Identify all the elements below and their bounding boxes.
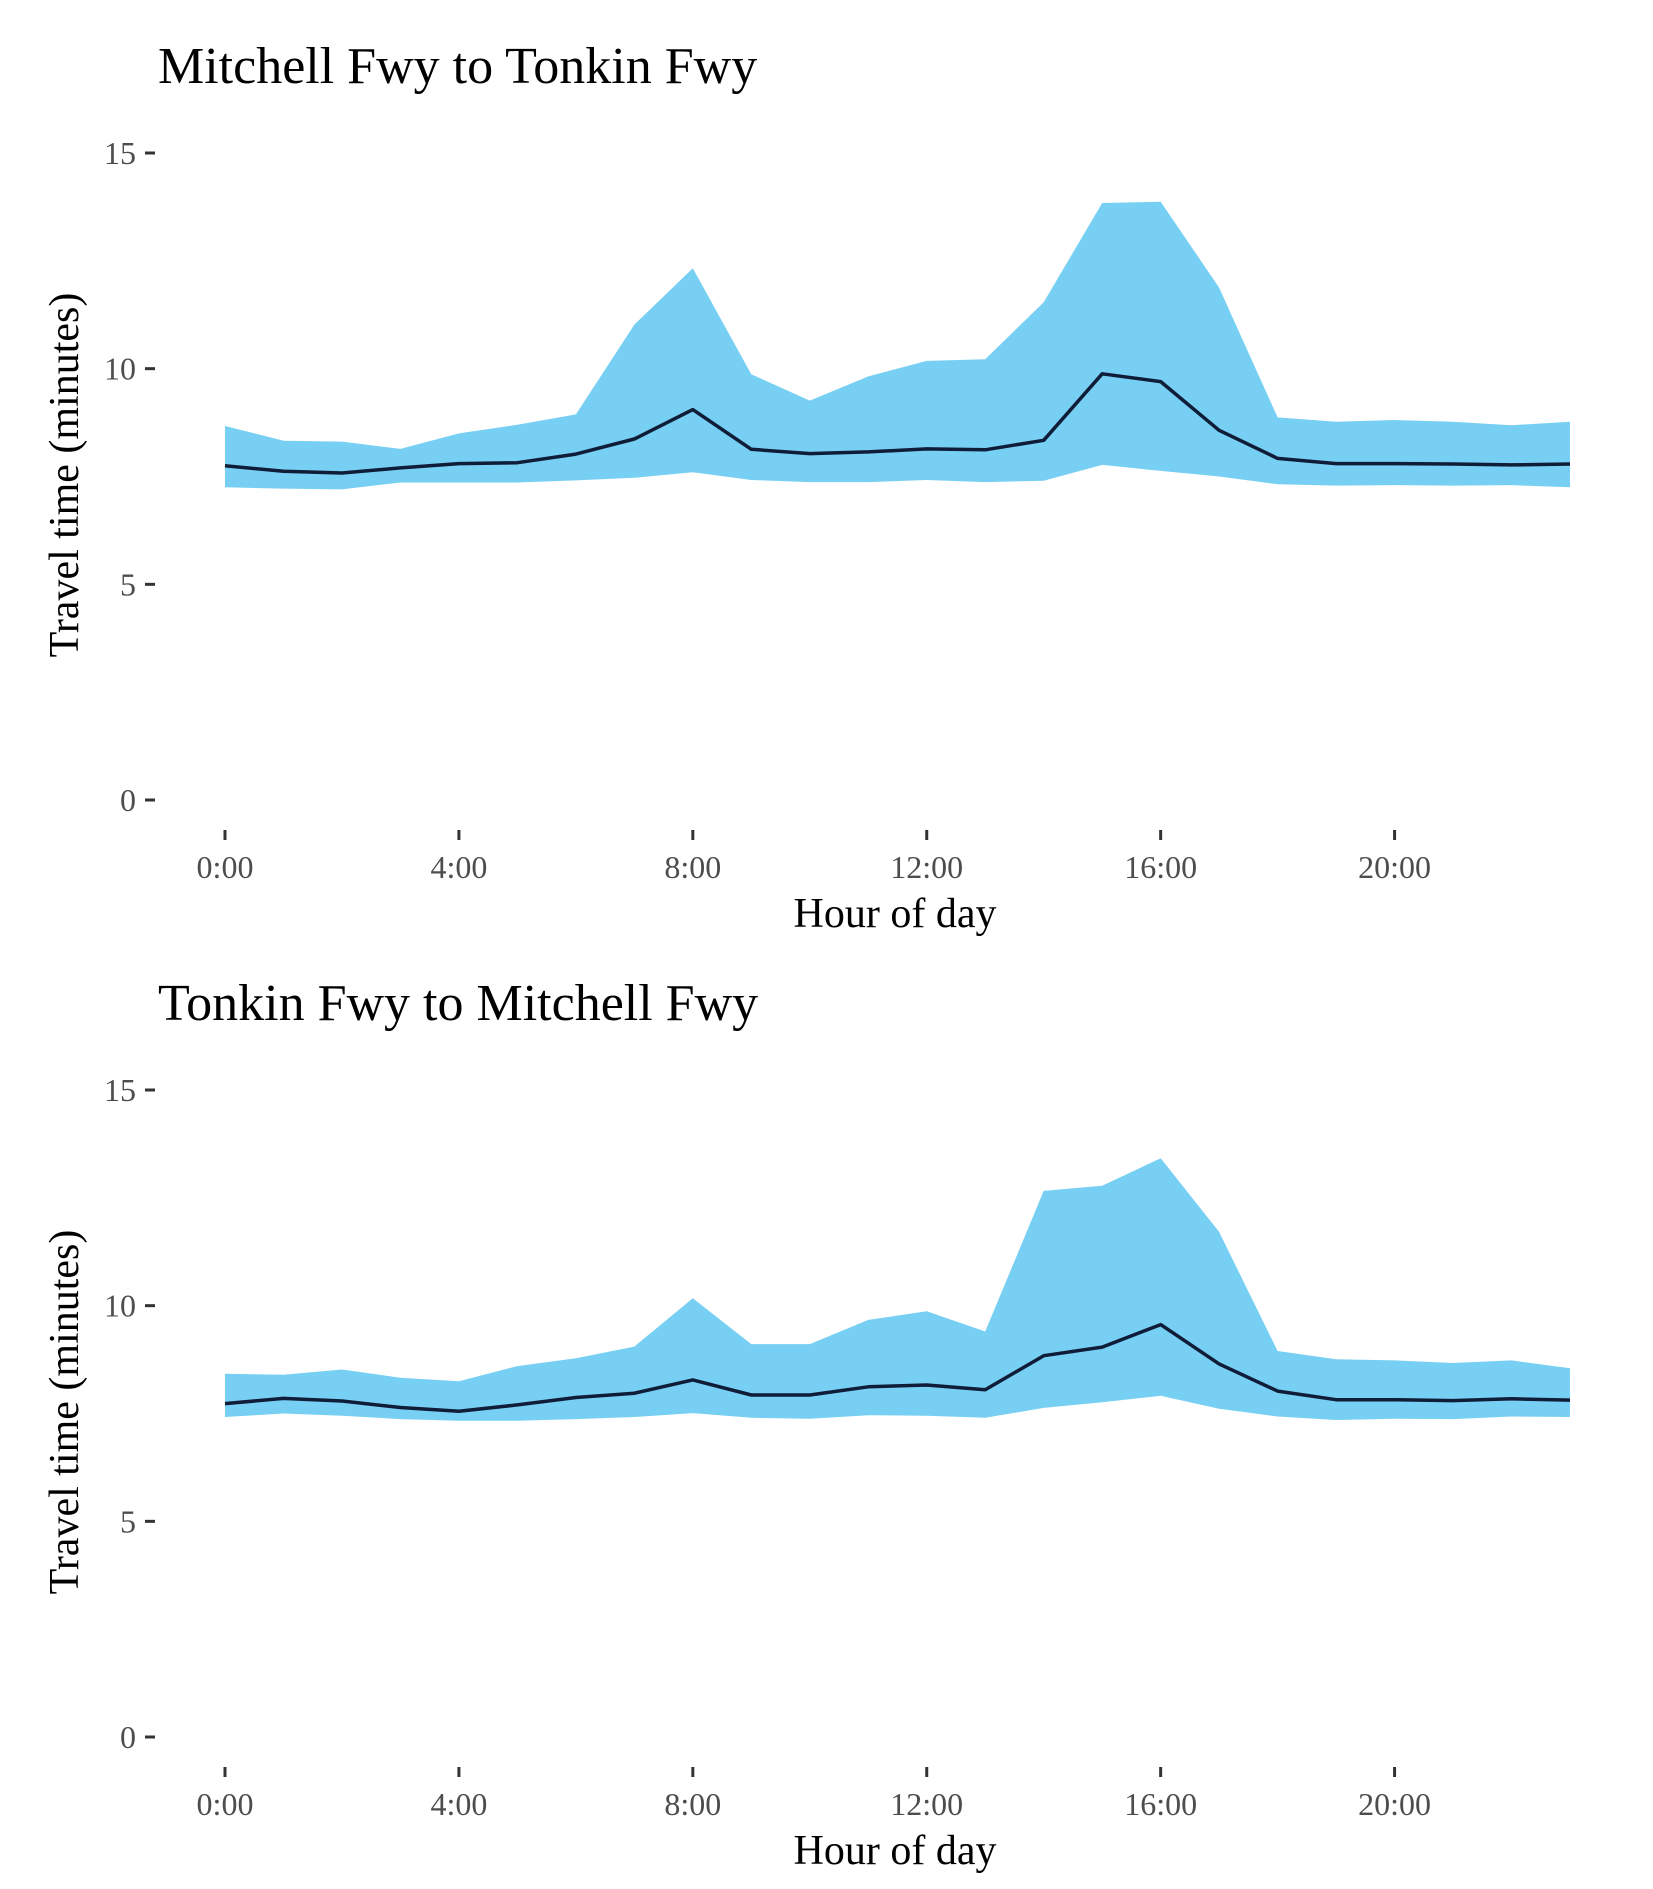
x-tick-label: 20:00 — [1358, 849, 1431, 885]
chart-panel-mitchell-to-tonkin: Mitchell Fwy to Tonkin Fwy Travel time (… — [42, 38, 1571, 937]
y-tick-label: 10 — [104, 1288, 136, 1324]
chart-panel-tonkin-to-mitchell: Tonkin Fwy to Mitchell Fwy Travel time (… — [42, 975, 1571, 1874]
x-tick-label: 12:00 — [890, 849, 963, 885]
x-tick-label: 8:00 — [664, 1786, 721, 1822]
y-tick-label: 15 — [104, 1072, 136, 1108]
median-line — [224, 1322, 1571, 1414]
x-tick-label: 16:00 — [1124, 1786, 1197, 1822]
x-tick-label: 12:00 — [890, 1786, 963, 1822]
y-axis-label: Travel time (minutes) — [42, 1230, 88, 1595]
range-band — [225, 1158, 1570, 1421]
x-tick-label: 4:00 — [430, 849, 487, 885]
plot-area: 0 5 10 15 0:00 4:00 8:00 12:00 16:00 20:00 — [104, 1072, 1571, 1822]
y-tick-label: 10 — [104, 351, 136, 387]
y-axis-label: Travel time (minutes) — [42, 293, 88, 658]
x-axis-label: Hour of day — [794, 1828, 997, 1874]
x-tick-label: 4:00 — [430, 1786, 487, 1822]
y-tick-label: 5 — [120, 1503, 136, 1539]
y-tick-label: 5 — [120, 566, 136, 602]
median-line — [224, 372, 1571, 475]
y-tick-label: 0 — [120, 782, 136, 818]
y-tick-label: 15 — [104, 135, 136, 171]
x-tick-label: 8:00 — [664, 849, 721, 885]
plot-area: 0 5 10 15 0:00 4:00 8:00 12:00 16:00 20:00 — [104, 135, 1571, 885]
x-tick-label: 20:00 — [1358, 1786, 1431, 1822]
x-tick-label: 0:00 — [197, 849, 254, 885]
x-axis-label: Hour of day — [794, 891, 997, 937]
y-tick-label: 0 — [120, 1719, 136, 1755]
x-tick-label: 16:00 — [1124, 849, 1197, 885]
chart-title: Tonkin Fwy to Mitchell Fwy — [158, 975, 758, 1032]
x-tick-label: 0:00 — [197, 1786, 254, 1822]
chart-title: Mitchell Fwy to Tonkin Fwy — [158, 38, 757, 95]
range-band — [225, 201, 1570, 490]
